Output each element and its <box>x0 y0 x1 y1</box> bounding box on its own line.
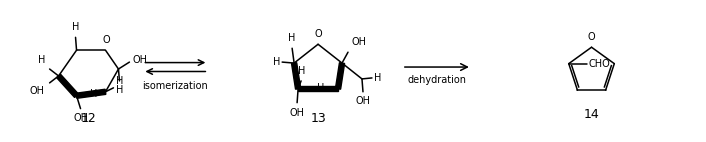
Text: H: H <box>299 66 306 76</box>
Text: O: O <box>102 35 110 45</box>
Text: OH: OH <box>356 96 371 106</box>
Text: OH: OH <box>73 113 88 123</box>
Polygon shape <box>298 86 338 91</box>
Polygon shape <box>56 74 78 97</box>
Text: O: O <box>587 32 595 42</box>
Text: H: H <box>72 22 79 32</box>
Text: isomerization: isomerization <box>143 81 208 91</box>
Polygon shape <box>76 89 106 98</box>
Text: OH: OH <box>289 108 304 118</box>
Text: H: H <box>273 57 280 67</box>
Text: dehydration: dehydration <box>407 75 467 85</box>
Text: 13: 13 <box>310 112 326 125</box>
Polygon shape <box>335 63 345 89</box>
Text: H: H <box>38 55 46 65</box>
Text: OH: OH <box>30 86 44 96</box>
Text: O: O <box>314 29 322 39</box>
Polygon shape <box>292 63 301 89</box>
Text: H: H <box>374 73 381 83</box>
Text: OH: OH <box>133 55 148 65</box>
Text: H: H <box>116 85 123 95</box>
Text: H: H <box>289 33 296 43</box>
Text: H: H <box>90 89 97 99</box>
Text: 12: 12 <box>80 112 97 125</box>
Text: H: H <box>317 83 324 93</box>
Text: OH: OH <box>351 37 366 47</box>
Text: 14: 14 <box>584 108 599 121</box>
Text: H: H <box>116 76 124 86</box>
Text: CHO: CHO <box>589 59 611 69</box>
